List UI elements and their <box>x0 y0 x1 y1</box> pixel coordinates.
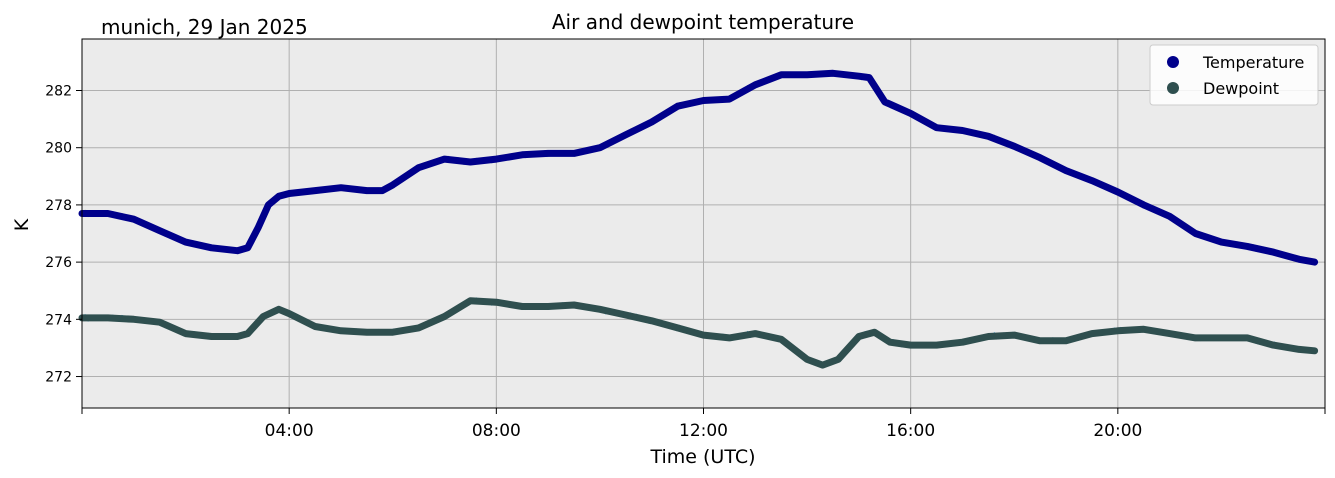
legend-temperature-marker <box>1167 56 1179 68</box>
x-axis-label: Time (UTC) <box>649 446 755 468</box>
y-axis-label: K <box>11 218 33 231</box>
legend-dewpoint-marker <box>1167 82 1179 94</box>
y-tick-label: 274 <box>45 312 72 328</box>
x-tick-label: 16:00 <box>886 421 935 441</box>
legend-temperature-label: Temperature <box>1202 53 1304 72</box>
axis-ticks: 04:00 08:00 12:00 16:00 20:00 272 274 276 278 280… <box>45 83 1326 441</box>
x-tick-label: 04:00 <box>265 421 314 441</box>
y-tick-label: 276 <box>45 255 72 271</box>
y-tick-label: 282 <box>45 83 72 99</box>
temperature-series-line <box>78 69 1319 266</box>
legend-dewpoint-label: Dewpoint <box>1203 79 1279 98</box>
dewpoint-series-line <box>78 297 1319 369</box>
y-tick-label: 272 <box>45 370 72 386</box>
legend: Temperature Dewpoint <box>1149 44 1319 106</box>
y-tick-label: 280 <box>45 141 72 157</box>
x-tick-label: 08:00 <box>472 421 521 441</box>
chart-title: Air and dewpoint temperature <box>552 10 854 34</box>
legend-box <box>1149 44 1319 106</box>
series-lines <box>78 69 1319 369</box>
x-tick-label: 20:00 <box>1093 421 1142 441</box>
chart-subtitle: munich, 29 Jan 2025 <box>101 15 308 39</box>
x-tick-label: 12:00 <box>679 421 728 441</box>
y-tick-label: 278 <box>45 198 72 214</box>
